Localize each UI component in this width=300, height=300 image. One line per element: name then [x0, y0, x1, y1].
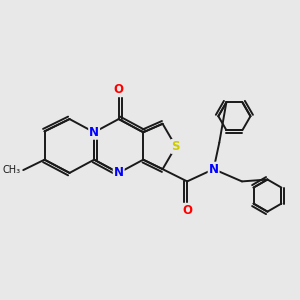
Text: N: N [208, 163, 219, 176]
Text: S: S [172, 140, 180, 153]
Text: N: N [114, 167, 124, 179]
Text: N: N [89, 126, 99, 139]
Text: O: O [114, 83, 124, 96]
Text: CH₃: CH₃ [3, 165, 21, 175]
Text: O: O [182, 204, 192, 217]
